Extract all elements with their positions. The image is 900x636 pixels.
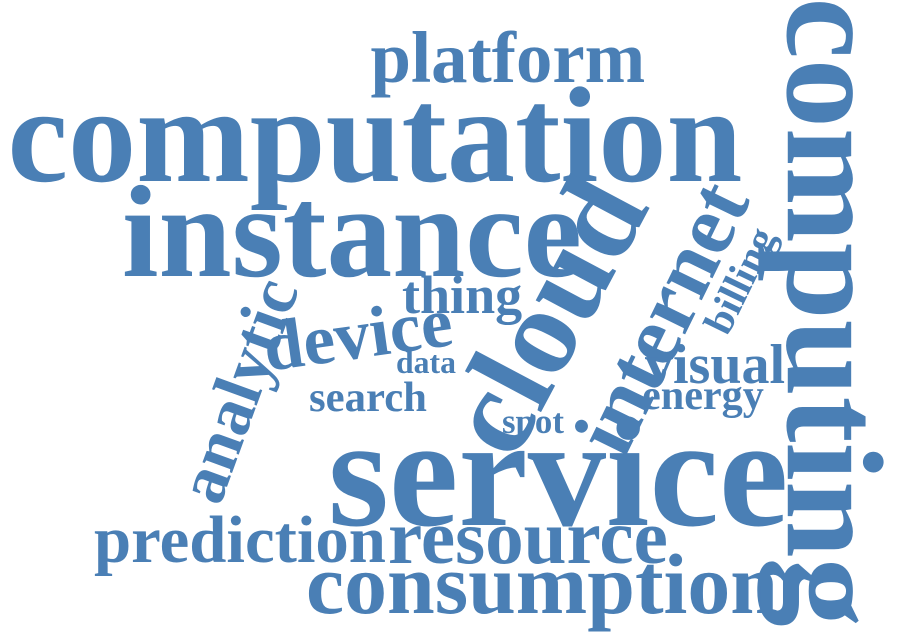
word-service: service: [328, 386, 789, 559]
word-instance: instance: [122, 159, 582, 305]
word-consumption: consumption: [306, 537, 779, 632]
word-analytic: analytic: [162, 268, 314, 513]
word-computation: computation: [7, 60, 743, 211]
word-data: data: [396, 345, 456, 380]
word-spot: spot: [502, 401, 564, 441]
word-resource: resource: [388, 493, 668, 580]
word-energy: energy: [642, 372, 764, 419]
word-visual: visual: [645, 334, 786, 396]
word-prediction: prediction: [94, 502, 386, 577]
word-platform: platform: [370, 16, 646, 98]
word-thing: thing: [402, 265, 523, 325]
word-search: search: [309, 373, 427, 421]
